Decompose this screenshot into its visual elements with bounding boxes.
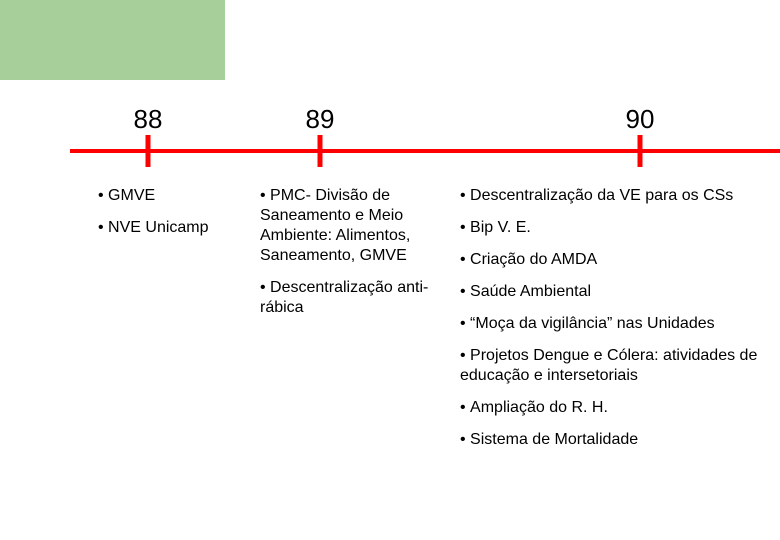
column-90: Descentralização da VE para os CSs Bip V… [460,186,770,462]
list-item: GMVE [98,186,233,206]
year-label-88: 88 [134,104,163,135]
list-item: Projetos Dengue e Cólera: atividades de … [460,346,770,386]
timeline-tick-88 [146,135,151,167]
list-item: NVE Unicamp [98,218,233,238]
list-item: PMC- Divisão de Saneamento e Meio Ambien… [260,186,435,266]
timeline-axis-line [70,149,780,153]
timeline-tick-89 [318,135,323,167]
column-88: GMVE NVE Unicamp [98,186,233,250]
column-89-list: PMC- Divisão de Saneamento e Meio Ambien… [260,186,435,318]
year-labels-row: 88 89 90 [0,104,780,134]
list-item: Sistema de Mortalidade [460,430,770,450]
timeline-tick-90 [638,135,643,167]
timeline: 88 89 90 GMVE NVE Unicamp PMC- Divisão d… [0,0,780,540]
column-90-list: Descentralização da VE para os CSs Bip V… [460,186,770,450]
list-item: Ampliação do R. H. [460,398,770,418]
list-item: Descentralização da VE para os CSs [460,186,770,206]
timeline-axis [70,148,780,154]
list-item: Saúde Ambiental [460,282,770,302]
column-88-list: GMVE NVE Unicamp [98,186,233,238]
year-label-89: 89 [306,104,335,135]
list-item: Bip V. E. [460,218,770,238]
column-89: PMC- Divisão de Saneamento e Meio Ambien… [260,186,435,330]
columns-area: GMVE NVE Unicamp PMC- Divisão de Saneame… [0,186,780,540]
list-item: Descentralização anti-rábica [260,278,435,318]
list-item: Criação do AMDA [460,250,770,270]
list-item: “Moça da vigilância” nas Unidades [460,314,770,334]
year-label-90: 90 [626,104,655,135]
